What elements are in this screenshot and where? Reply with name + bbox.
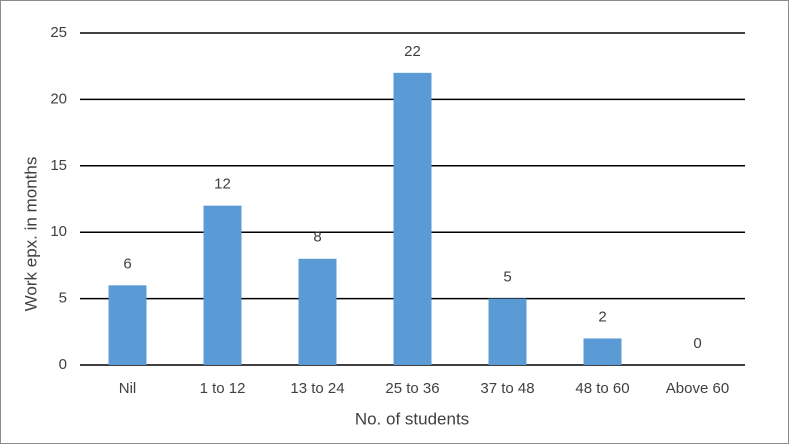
data-label: 2	[598, 308, 606, 325]
y-tick-label: 10	[50, 223, 67, 240]
x-tick-label: 48 to 60	[575, 380, 629, 397]
x-tick-label: Above 60	[666, 380, 729, 397]
data-label: 0	[693, 335, 701, 352]
x-tick-label: 25 to 36	[385, 380, 439, 397]
bar	[583, 338, 622, 365]
x-tick-label: 1 to 12	[200, 380, 246, 397]
y-tick-label: 0	[59, 356, 67, 373]
bar	[488, 298, 527, 365]
x-tick-label: Nil	[119, 380, 137, 397]
y-tick-label: 5	[59, 290, 67, 307]
x-axis-title: No. of students	[355, 409, 469, 428]
data-label: 8	[313, 229, 321, 246]
x-tick-label: 13 to 24	[290, 380, 344, 397]
bar	[393, 72, 432, 365]
y-tick-label: 20	[50, 90, 67, 107]
y-axis-title: Work epx. in months	[21, 157, 40, 312]
bar	[203, 205, 242, 365]
x-tick-label: 37 to 48	[480, 380, 534, 397]
data-label: 22	[404, 43, 421, 60]
data-label: 5	[503, 269, 511, 286]
y-tick-label: 25	[50, 24, 67, 41]
data-label: 6	[123, 255, 131, 272]
bar	[108, 285, 147, 365]
data-label: 12	[214, 176, 231, 193]
y-tick-label: 15	[50, 157, 67, 174]
bar	[298, 258, 337, 365]
